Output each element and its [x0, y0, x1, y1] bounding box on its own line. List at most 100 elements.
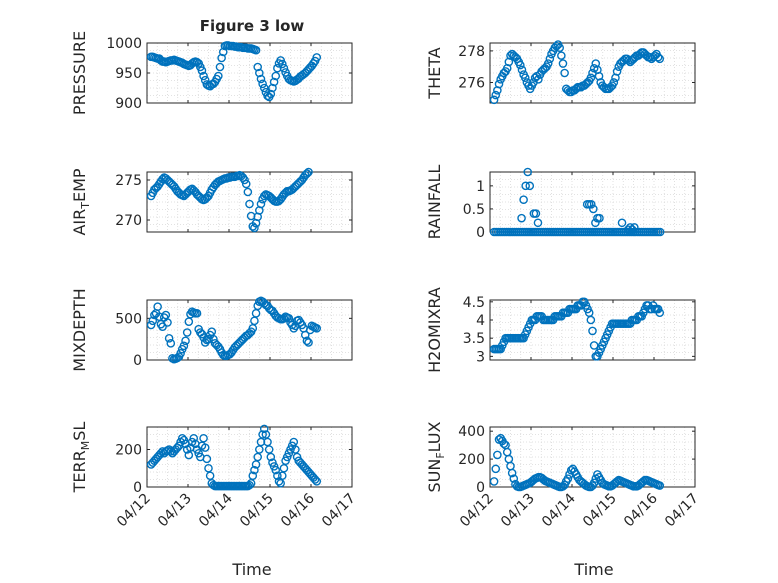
panel-theta-y-axis-label-main: THETA [425, 47, 444, 99]
panel-air-temp-y-axis-label-suffix: EMP [70, 168, 89, 202]
panel-theta-series [489, 40, 665, 105]
panel-terr-msl-marker [273, 471, 282, 481]
panel-h2omixra-y-axis-label-main: H2OMIXRA [425, 287, 444, 373]
panel-air-temp-marker [241, 179, 251, 189]
panel-rainfall-y-tick-label: 1 [476, 179, 485, 195]
panel-rainfall-marker [533, 218, 543, 228]
panel-mixdepth-marker [304, 338, 313, 347]
panel-sun-flux-y-tick-label: 400 [458, 424, 485, 440]
panel-mixdepth: 0 500 MIXDEPTH [70, 288, 353, 372]
panel-theta-y-axis-label: THETA [425, 47, 444, 99]
panel-pressure-marker [268, 83, 277, 93]
panel-sun-flux-marker [563, 474, 573, 483]
panel-theta-marker [655, 54, 665, 64]
panel-pressure-marker [277, 59, 287, 69]
panel-sun-flux-marker [655, 481, 665, 490]
panel-terr-msl-y-axis-label: TERRMSL [70, 422, 92, 494]
panel-sun-flux: 04/12 04/13 04/14 04/15 04/16 04/170200400SUN… [425, 421, 702, 530]
panel-theta-marker [491, 90, 501, 100]
panel-mixdepth-y-tick-label: 500 [115, 311, 142, 327]
panel-terr-msl-marker [250, 465, 259, 475]
x-axis-label-left: Time [231, 560, 271, 579]
panel-theta-y-tick-label: 278 [458, 44, 485, 60]
panel-sun-flux-y-axis-label-main: SUN [425, 459, 444, 493]
panel-rainfall-marker [655, 227, 665, 237]
panel-mixdepth-marker [166, 339, 176, 348]
panel-sun-flux-y-axis-label: SUNFLUX [425, 421, 447, 492]
panel-pressure-y-axis-label-main: PRESSURE [70, 31, 89, 115]
panel-air-temp-marker [245, 199, 254, 209]
panel-theta-marker [645, 52, 655, 62]
panel-h2omixra-marker [588, 326, 597, 336]
panel-theta-marker [557, 51, 566, 60]
panel-air-temp-y-axis-label: AIRTEMP [70, 168, 92, 235]
panel-mixdepth-marker [158, 322, 167, 331]
panel-mixdepth-marker [181, 336, 190, 346]
panel-rainfall-marker [519, 195, 528, 204]
panel-sun-flux-y-tick-label: 0 [476, 480, 485, 496]
panel-air-temp-series [146, 167, 313, 233]
panel-terr-msl-y-tick-label: 200 [115, 443, 142, 459]
panel-mixdepth-marker [153, 302, 162, 311]
panel-mixdepth-marker [300, 330, 310, 340]
panel-theta-marker [653, 52, 663, 62]
panel-mixdepth-marker [182, 328, 192, 337]
panel-pressure-marker [217, 53, 226, 63]
panel-air-temp-y-axis-label-main: AIR [70, 209, 89, 236]
panel-mixdepth-y-tick-label: 0 [133, 353, 142, 369]
panel-pressure-marker [256, 74, 266, 84]
panel-theta-marker [489, 95, 499, 105]
panel-sun-flux-marker [491, 464, 501, 474]
panel-rainfall-marker [625, 223, 635, 232]
panel-terr-msl-marker [266, 452, 276, 462]
panel-theta-marker [517, 65, 527, 75]
panel-pressure-y-axis-label: PRESSURE [70, 31, 89, 115]
panel-terr-msl-marker [312, 477, 322, 486]
panel-theta-marker [545, 54, 555, 64]
panel-air-temp-axes-box [146, 171, 353, 233]
panel-air-temp-marker [302, 169, 312, 178]
panel-theta-marker [558, 59, 568, 68]
panel-sun-flux-y-axis-label-suffix: LUX [425, 421, 444, 452]
panel-h2omixra: 3 3.5 4 4.5 H2OMIXRA [425, 287, 696, 373]
panel-sun-flux-marker [507, 468, 517, 478]
panel-pressure-marker [253, 62, 263, 72]
panel-rainfall-marker [523, 167, 533, 177]
panel-mixdepth-y-axis-label-main: MIXDEPTH [70, 288, 89, 371]
panel-h2omixra-marker [586, 315, 596, 325]
panel-air-temp-marker [240, 175, 249, 185]
panel-h2omixra-marker [655, 308, 665, 318]
panel-terr-msl-series [146, 424, 322, 491]
panel-sun-flux-marker [499, 439, 509, 449]
panel-theta-marker [543, 59, 553, 68]
panel-theta-marker [494, 79, 504, 89]
panel-rainfall: 0 0.5 1 RAINFALL [425, 165, 696, 241]
panel-theta-marker [555, 43, 565, 53]
panel-air-temp: 270 275 AIRTEMP [70, 167, 353, 236]
panel-pressure-marker [255, 68, 264, 78]
panel-pressure-y-tick-label: 950 [115, 66, 142, 82]
panel-theta-marker [624, 56, 633, 65]
panel-mixdepth-marker [176, 349, 185, 358]
panel-terr-msl-y-axis-label-subscript: M [79, 441, 92, 451]
panel-pressure-marker [199, 71, 208, 81]
panel-terr-msl-marker [259, 424, 269, 434]
panel-h2omixra-series [489, 297, 665, 361]
panel-theta-marker [520, 73, 530, 83]
panel-terr-msl-y-axis-label-main: TERR [70, 450, 89, 493]
panel-pressure-marker [259, 83, 269, 93]
figure-title: Figure 3 low [200, 17, 305, 35]
panel-theta-marker [612, 67, 622, 76]
panel-pressure-marker [266, 89, 276, 99]
panel-terr-msl-marker [199, 433, 208, 443]
panel-mixdepth-marker [302, 336, 312, 346]
panel-terr-msl-marker [200, 443, 210, 452]
panel-sun-flux-marker [489, 477, 499, 486]
panel-theta-axes-box [489, 42, 696, 104]
panel-pressure-y-tick-label: 1000 [106, 36, 142, 52]
panel-pressure-marker [258, 79, 267, 89]
panel-terr-msl-marker [248, 471, 258, 481]
panel-rainfall-y-axis-label-main: RAINFALL [425, 165, 444, 240]
panel-rainfall-y-tick-label: 0.5 [463, 202, 485, 218]
